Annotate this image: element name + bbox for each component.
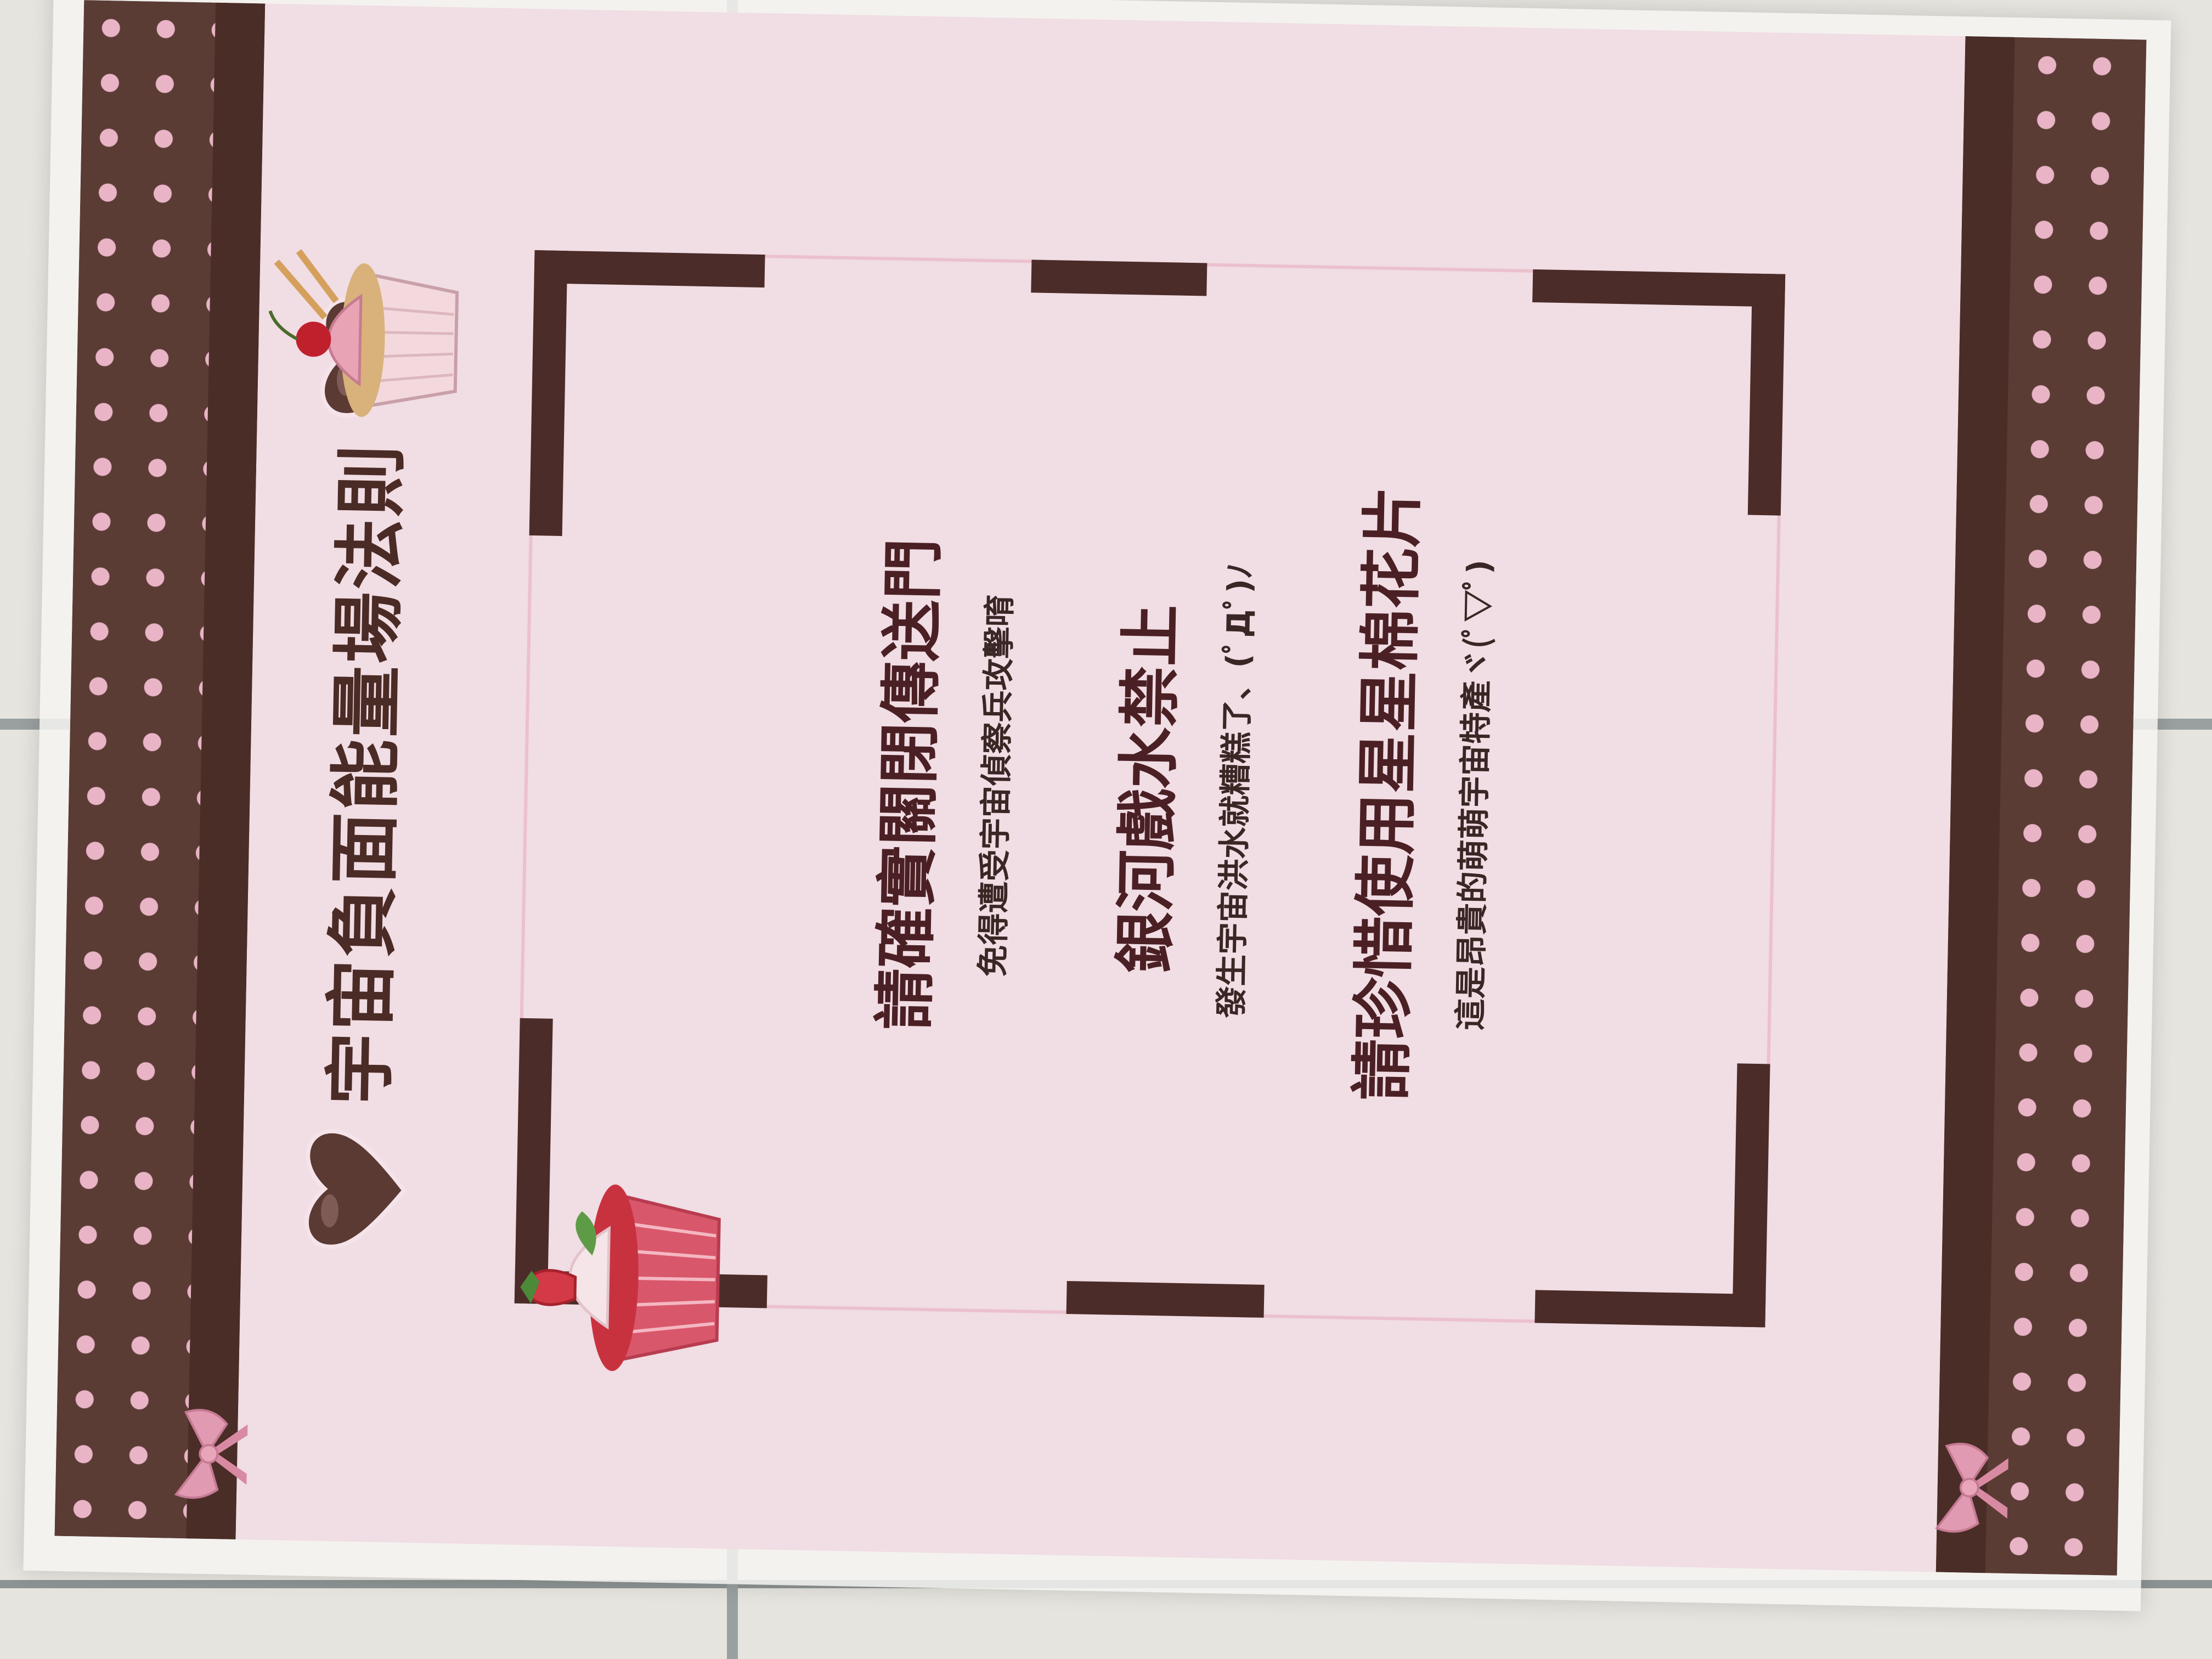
rule-subtitle: 這是昂貴的萌萌宇宙特產ヾ(ﾟ▽ﾟ) — [1451, 559, 1498, 1031]
frame-segment — [529, 250, 568, 537]
bow-icon — [1935, 1442, 2008, 1533]
rule-item: 請確實關閉傳送門 免得遭受宇宙偵察兵攻擊唷 — [855, 538, 1103, 1034]
rule-title: 請珍惜使用星星棉花片 — [1346, 485, 1430, 1102]
rule-subtitle: 免得遭受宇宙偵察兵攻擊唷 — [974, 594, 1019, 977]
rules-list: 請確實關閉傳送門 免得遭受宇宙偵察兵攻擊唷 銀河戲水禁止 發生宇宙洪水就糟糕了、… — [619, 285, 1735, 1294]
poster-title: 宇宙負面能量場法則 — [318, 442, 414, 1105]
heart-icon — [304, 1128, 407, 1249]
frame-segment — [1732, 1063, 1770, 1328]
rule-item: 請珍惜使用星星棉花片 這是昂貴的萌萌宇宙特產ヾ(ﾟ▽ﾟ) — [1332, 485, 1500, 1102]
frame-segment — [1534, 1290, 1766, 1328]
cupcake-cherry-icon — [268, 249, 459, 417]
rule-subtitle: 發生宇宙洪水就糟糕了、(ﾟДﾟ)ﾉ — [1212, 562, 1259, 1019]
rule-title: 請確實關閉傳送門 — [869, 538, 950, 1031]
stripe-top — [186, 2, 266, 1539]
polka-dot-band-bottom — [1935, 36, 2147, 1576]
cupcake-strawberry-icon — [520, 1184, 721, 1372]
stripe-bottom — [1936, 36, 2015, 1573]
polka-dot-band-top — [54, 0, 266, 1539]
rule-item: 銀河戲水禁止 發生宇宙洪水就糟糕了、(ﾟДﾟ)ﾉ — [1094, 560, 1342, 1020]
frame-segment — [534, 250, 765, 288]
poster: 宇宙負面能量場法則 — [54, 0, 2147, 1576]
frame-segment — [1031, 259, 1207, 296]
frame-segment — [1066, 1280, 1265, 1318]
frame-segment — [1532, 269, 1786, 307]
rule-title: 銀河戲水禁止 — [1109, 603, 1188, 974]
bow-icon — [174, 1409, 248, 1499]
frame-segment — [1747, 273, 1786, 516]
